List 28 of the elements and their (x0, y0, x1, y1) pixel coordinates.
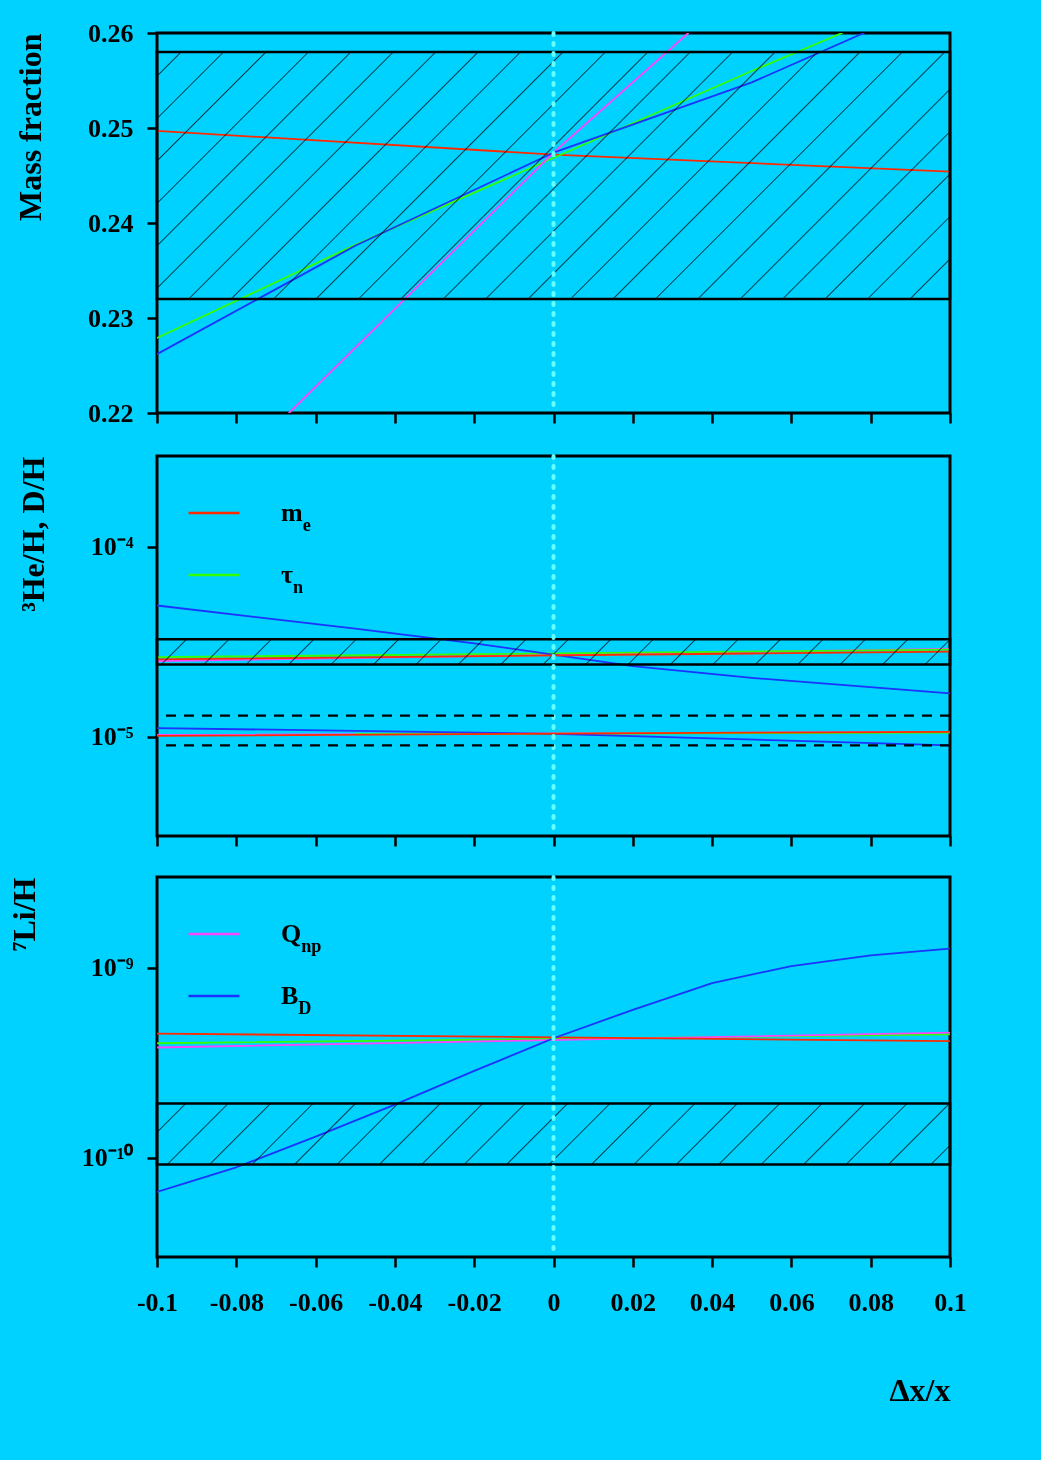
y-tick-label: 10⁻⁵ (90, 722, 134, 752)
y-tick-label: 0.26 (88, 18, 134, 48)
x-tick-label: -0.08 (209, 1287, 264, 1317)
x-tick-label: -0.1 (136, 1287, 179, 1317)
legend-label: τ$_{n}$ (281, 560, 304, 597)
y-axis-title: ³He/H, D/H (14, 456, 51, 612)
x-tick-label: -0.04 (368, 1287, 423, 1317)
y-tick-label: 10⁻⁹ (90, 953, 134, 983)
x-tick-label: -0.02 (447, 1287, 502, 1317)
y-axis-title: Mass fraction (12, 33, 48, 222)
x-tick-label: 0.06 (769, 1287, 815, 1317)
x-tick-label: -0.06 (289, 1287, 344, 1317)
y-tick-label: 10⁻⁴ (90, 532, 134, 562)
x-tick-label: 0.08 (848, 1287, 894, 1317)
y-tick-label: 0.25 (88, 113, 134, 143)
legend-label: Q$_{np}$ (281, 919, 322, 956)
y-axis-title: ⁷Li/H (5, 877, 42, 952)
x-axis-title: Δx/x (889, 1371, 951, 1408)
x-tick-label: 0.02 (610, 1287, 657, 1317)
x-tick-label: 0.04 (689, 1287, 736, 1317)
y-tick-label: 10⁻¹⁰ (81, 1143, 135, 1173)
legend-label: B$_{D}$ (281, 981, 312, 1018)
y-tick-label: 0.24 (88, 208, 134, 238)
x-tick-label: 0 (547, 1287, 561, 1317)
x-tick-label: 0.1 (934, 1287, 967, 1317)
legend-label: m$_{e}$ (281, 498, 311, 535)
y-tick-label: 0.22 (88, 398, 134, 428)
y-tick-label: 0.23 (88, 303, 134, 333)
